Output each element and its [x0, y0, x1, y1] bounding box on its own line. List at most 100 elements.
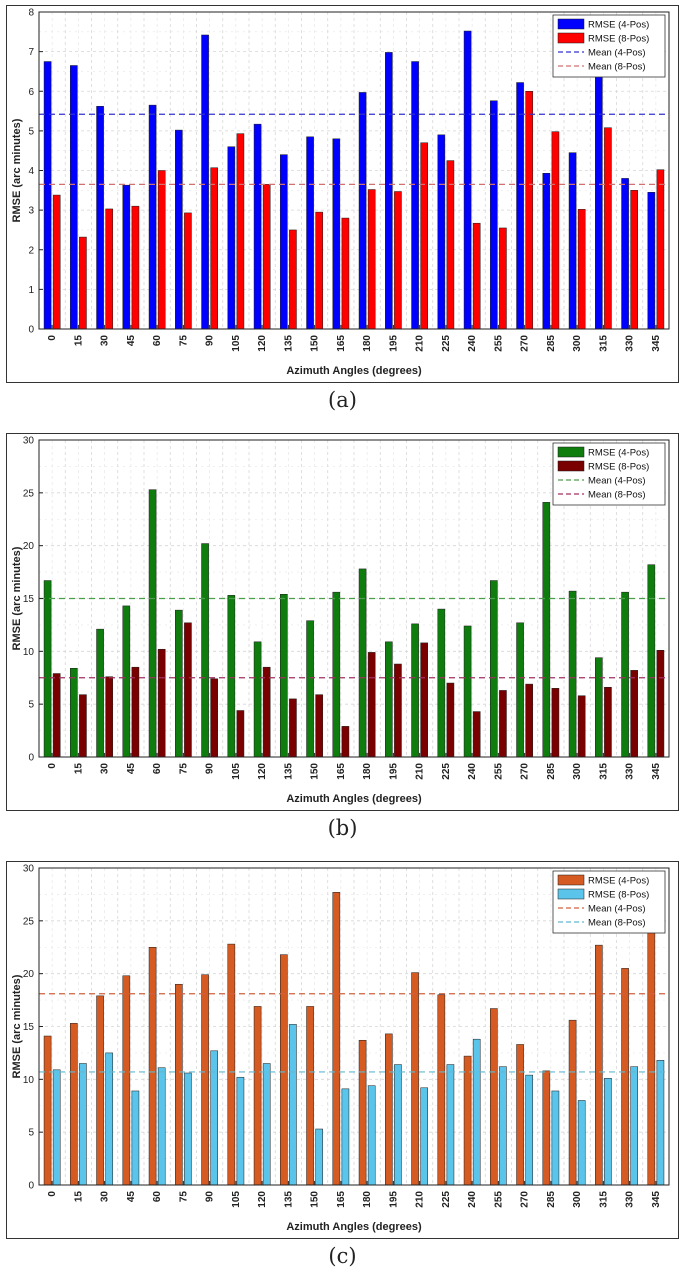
x-tick-label: 330 [625, 1191, 636, 1208]
bar-240-4pos [463, 625, 472, 758]
bar-210-8pos [420, 642, 428, 758]
x-tick-label: 300 [572, 335, 583, 352]
y-tick-label: 5 [28, 700, 34, 711]
bar-240-8pos [472, 1038, 481, 1186]
bar-240-4pos [463, 30, 472, 330]
x-tick-label: 255 [493, 335, 504, 352]
bar-165-4pos [332, 138, 341, 330]
bar-165-4pos [332, 591, 341, 758]
legend-label: Mean (8-Pos) [588, 918, 646, 929]
x-tick-label: 90 [205, 1191, 216, 1203]
bar-45-8pos [131, 666, 140, 758]
bar-15-8pos [79, 694, 87, 758]
x-tick-label: 180 [362, 1191, 373, 1208]
y-axis-label: RMSE (arc minutes) [11, 546, 23, 650]
bar-120-8pos [262, 1063, 271, 1186]
bar-150-4pos [306, 136, 314, 330]
panel-a: 0 1 2 3 4 5 6 7 8 0 15 30 45 60 75 90 105 120 135 150 165 180… [0, 0, 685, 420]
bar-270-8pos [525, 1074, 533, 1186]
bar-90-4pos [201, 543, 209, 758]
bar-135-8pos [289, 1024, 297, 1186]
legend-swatch [557, 874, 585, 886]
bar-165-4pos [332, 892, 341, 1186]
y-tick-label: 30 [23, 436, 35, 447]
bar-240-8pos [472, 222, 481, 330]
bar-90-8pos [210, 1050, 218, 1186]
bar-330-8pos [630, 670, 638, 758]
bar-165-8pos [341, 726, 350, 758]
y-tick-label: 0 [28, 1181, 34, 1192]
legend: RMSE (4-Pos) RMSE (8-Pos) Mean (4-Pos) Mean… [552, 870, 666, 934]
bar-45-8pos [131, 1090, 140, 1186]
bar-255-4pos [490, 580, 498, 758]
bar-60-8pos [157, 648, 166, 758]
legend-label: Mean (4-Pos) [588, 476, 646, 487]
legend-swatch [557, 32, 585, 44]
x-tick-label: 315 [598, 1191, 609, 1208]
y-tick-label: 25 [23, 916, 35, 927]
bar-75-4pos [175, 609, 183, 758]
x-tick-label: 195 [388, 763, 399, 780]
x-tick-label: 60 [152, 763, 163, 775]
x-tick-label: 210 [415, 335, 426, 352]
chart-frame-c: 0 5 10 15 20 25 30 0 15 30 45 60 75 90 105 120 135 150 165… [6, 861, 679, 1239]
bar-90-4pos [201, 974, 209, 1186]
x-tick-label: 270 [520, 335, 531, 352]
bar-120-8pos [262, 666, 271, 758]
bar-315-8pos [604, 127, 612, 330]
x-tick-label: 90 [205, 763, 216, 775]
bar-300-8pos [577, 209, 586, 330]
x-tick-label: 30 [100, 763, 111, 775]
bar-105-8pos [236, 1076, 245, 1186]
bar-120-4pos [253, 123, 262, 330]
bar-120-8pos [262, 184, 271, 330]
y-axis-label: RMSE (arc minutes) [11, 118, 23, 222]
bar-180-8pos [367, 189, 376, 330]
bar-195-8pos [394, 191, 402, 330]
bar-255-8pos [499, 227, 507, 330]
x-tick-label: 15 [73, 763, 84, 775]
legend-label: Mean (8-Pos) [588, 62, 646, 73]
bar-225-8pos [446, 160, 455, 330]
x-tick-label: 270 [520, 1191, 531, 1208]
y-tick-label: 2 [28, 245, 34, 256]
bar-150-8pos [315, 1128, 323, 1186]
x-tick-label: 165 [336, 335, 347, 352]
x-tick-label: 150 [310, 335, 321, 352]
y-tick-label: 6 [28, 87, 34, 98]
bar-105-4pos [227, 595, 236, 758]
bar-330-4pos [621, 178, 629, 330]
x-tick-label: 15 [73, 335, 84, 347]
legend-label: RMSE (4-Pos) [588, 20, 649, 31]
y-tick-label: 15 [23, 594, 35, 605]
legend-label: RMSE (8-Pos) [588, 34, 649, 45]
x-tick-label: 120 [257, 763, 268, 780]
x-tick-label: 195 [388, 335, 399, 352]
legend-swatch [557, 446, 585, 458]
bar-285-4pos [542, 1070, 551, 1186]
bar-210-8pos [420, 142, 428, 330]
bar-315-8pos [604, 687, 612, 758]
bar-75-8pos [184, 212, 192, 330]
bar-255-8pos [499, 690, 507, 758]
bar-285-8pos [551, 1090, 560, 1186]
bar-90-8pos [210, 167, 218, 330]
x-tick-label: 75 [178, 1191, 189, 1203]
bar-0-8pos [52, 1069, 61, 1186]
y-tick-label: 25 [23, 488, 35, 499]
x-tick-label: 90 [205, 335, 216, 347]
x-tick-label: 30 [100, 335, 111, 347]
legend-swatch [557, 460, 585, 472]
x-tick-label: 75 [178, 335, 189, 347]
bar-135-4pos [280, 594, 288, 758]
bar-75-8pos [184, 1072, 192, 1186]
y-tick-label: 20 [23, 541, 35, 552]
legend-label: RMSE (4-Pos) [588, 876, 649, 887]
legend: RMSE (4-Pos) RMSE (8-Pos) Mean (4-Pos) Mean… [552, 14, 666, 78]
bar-45-4pos [122, 184, 131, 330]
x-axis-label: Azimuth Angles (degrees) [286, 1221, 422, 1233]
bar-30-4pos [96, 628, 104, 758]
legend-label: Mean (8-Pos) [588, 490, 646, 501]
